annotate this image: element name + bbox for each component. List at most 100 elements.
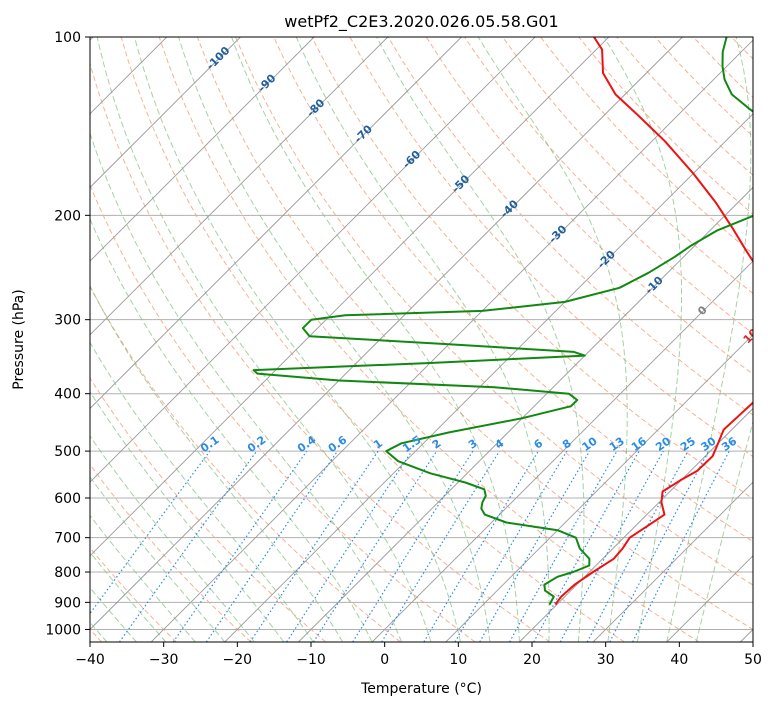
moist-adiabats xyxy=(90,37,753,642)
isotherm-label: -30 xyxy=(546,222,569,245)
isotherm-label: 10 xyxy=(741,326,761,346)
moist-adiabat-line xyxy=(230,37,520,642)
moist-adiabat-line xyxy=(376,37,585,642)
y-tick-label: 500 xyxy=(54,444,81,460)
y-tick-label: 700 xyxy=(54,531,81,547)
dry-adiabat-line xyxy=(90,377,327,642)
dry-adiabat-line xyxy=(90,463,252,642)
dry-adiabat-line xyxy=(196,37,753,630)
moist-adiabat-line xyxy=(90,435,255,642)
temperature-profile-line xyxy=(554,37,753,606)
dry-adiabat-line xyxy=(502,37,753,295)
mixing-ratio-line xyxy=(632,450,730,642)
dry-adiabat-line xyxy=(349,37,753,458)
isotherm-line xyxy=(298,186,753,642)
moist-adiabat-line xyxy=(90,514,196,642)
y-axis-ticks: 100 200 300 400 500 600 700 800 900 1000 xyxy=(45,30,90,638)
dry-adiabat-line xyxy=(311,37,753,500)
mixing-ratio-line xyxy=(352,450,474,642)
moist-adiabat-line xyxy=(90,390,285,642)
isotherm-label: -80 xyxy=(304,96,327,119)
moist-adiabat-line xyxy=(90,476,226,642)
isotherm-label: -10 xyxy=(643,273,666,296)
pressure-gridlines xyxy=(90,37,753,630)
sounding-profiles xyxy=(252,37,753,606)
dry-adiabat-line xyxy=(692,37,753,99)
dry-adiabat-line xyxy=(90,62,551,642)
moist-adiabat-line xyxy=(133,37,461,642)
y-axis-label: Pressure (hPa) xyxy=(11,289,27,389)
x-tick-label: 40 xyxy=(670,652,688,668)
dry-adiabat-line xyxy=(120,37,625,642)
x-tick-label: −20 xyxy=(223,652,253,668)
mixing-ratio-line xyxy=(249,450,379,642)
isotherm-label: -100 xyxy=(204,44,233,73)
y-tick-label: 1000 xyxy=(45,622,81,638)
y-tick-label: 100 xyxy=(54,30,81,46)
plot-frame xyxy=(89,36,754,643)
isotherm-line xyxy=(90,37,389,336)
x-tick-label: 0 xyxy=(380,652,389,668)
chart-title: wetPf2_C2E3.2020.026.05.58.G01 xyxy=(284,12,558,32)
moist-adiabat-line xyxy=(477,37,628,642)
dry-adiabat-line xyxy=(770,37,775,642)
x-tick-label: −40 xyxy=(75,652,105,668)
mixing-ratio-label: 0.4 xyxy=(295,433,319,455)
y-tick-label: 800 xyxy=(54,565,81,581)
mixing-ratio-label: 3 xyxy=(466,437,480,452)
mixing-ratio-label: 4 xyxy=(493,437,507,452)
mixing-ratio-line xyxy=(312,450,438,642)
x-tick-label: 20 xyxy=(523,652,541,668)
dry-adiabat-line xyxy=(387,37,753,416)
moist-adiabat-line xyxy=(666,37,752,642)
isotherm-label: -70 xyxy=(352,122,375,145)
mixing-ratio-line xyxy=(172,450,308,642)
dry-adiabat-line xyxy=(273,37,753,543)
isotherm-line xyxy=(90,37,462,410)
mixing-ratio-line xyxy=(533,450,640,642)
dry-adiabat-line xyxy=(90,547,177,642)
isotherm-label: -50 xyxy=(449,172,472,195)
mixing-ratio-line xyxy=(286,450,413,642)
isotherm-label: -40 xyxy=(498,197,521,220)
mixing-ratio-line xyxy=(509,450,618,642)
dry-adiabats xyxy=(90,37,775,642)
y-tick-label: 900 xyxy=(54,595,81,611)
isotherm-label: -60 xyxy=(400,148,423,171)
x-axis-ticks: −40 −30 −20 −10 0 10 20 30 40 50 xyxy=(75,642,762,668)
x-tick-label: 30 xyxy=(597,652,615,668)
moist-adiabat-line xyxy=(295,37,550,642)
mixing-ratio-line xyxy=(423,450,539,642)
isotherm-label: 0 xyxy=(695,303,710,318)
moist-adiabat-line xyxy=(90,551,167,642)
x-tick-label: −10 xyxy=(296,652,326,668)
dry-adiabat-line xyxy=(654,37,753,137)
moist-adiabat-line xyxy=(90,217,373,642)
y-tick-label: 200 xyxy=(54,208,81,224)
moist-adiabat-line xyxy=(178,37,491,642)
isotherm-line xyxy=(90,37,241,189)
dry-adiabat-line xyxy=(540,37,753,255)
moist-adiabat-line xyxy=(90,131,403,642)
isotherm-line xyxy=(90,37,536,483)
moist-adiabat-line xyxy=(96,37,432,642)
mixing-ratio-line xyxy=(90,450,211,615)
isotherm-line xyxy=(150,39,753,642)
isotherm-line xyxy=(666,555,753,642)
isotherm-line xyxy=(519,407,753,642)
mixing-ratio-label: 1.5 xyxy=(400,433,423,455)
x-tick-label: −30 xyxy=(149,652,179,668)
mixing-ratio-line xyxy=(559,450,664,642)
mixing-ratio-line xyxy=(205,450,338,642)
y-tick-label: 600 xyxy=(54,491,81,507)
isotherm-line xyxy=(445,334,753,642)
isotherm-line xyxy=(224,113,753,642)
dry-adiabat-line xyxy=(235,37,753,586)
isotherm-line xyxy=(90,37,315,262)
moist-adiabat-line xyxy=(90,285,344,642)
dry-adiabat-line xyxy=(425,37,753,375)
x-axis-label: Temperature (°C) xyxy=(360,681,482,697)
mixing-ratio-label: 6 xyxy=(531,437,545,452)
dry-adiabat-line xyxy=(90,183,476,642)
